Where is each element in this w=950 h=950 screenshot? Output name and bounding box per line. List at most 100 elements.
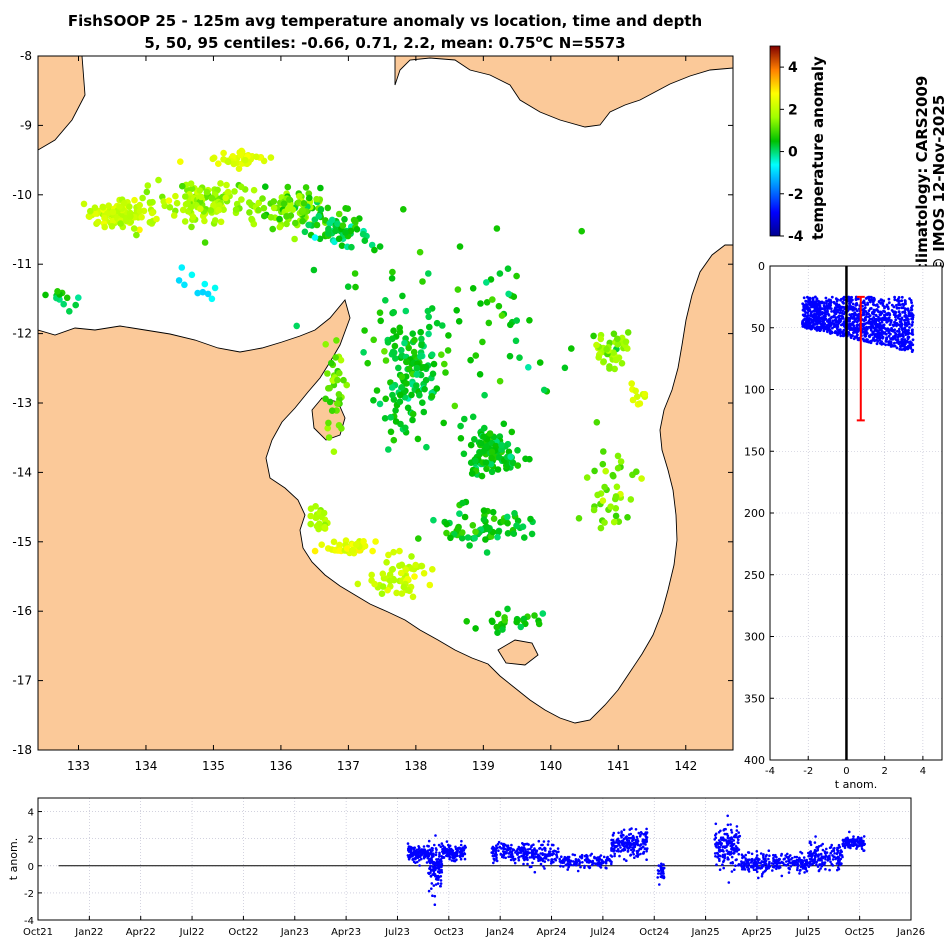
ts-data-point bbox=[562, 865, 565, 868]
ts-data-point bbox=[611, 834, 615, 837]
map-data-point bbox=[136, 226, 143, 234]
ts-data-point bbox=[847, 841, 850, 845]
ts-data-point bbox=[538, 847, 541, 850]
map-data-point bbox=[499, 626, 506, 633]
map-data-point bbox=[381, 415, 389, 422]
map-data-point bbox=[485, 525, 493, 533]
depth-data-point bbox=[904, 299, 907, 303]
map-data-point bbox=[197, 193, 205, 201]
map-data-point bbox=[398, 346, 405, 354]
ts-data-point bbox=[740, 853, 744, 856]
map-data-point bbox=[335, 235, 343, 243]
depth-data-point bbox=[814, 300, 817, 304]
map-data-point bbox=[343, 381, 351, 389]
ts-data-point bbox=[506, 844, 510, 847]
ts-data-point bbox=[845, 843, 848, 847]
depth-data-point bbox=[824, 296, 828, 300]
map-data-point bbox=[217, 180, 224, 187]
ts-data-point bbox=[746, 861, 750, 864]
map-data-point bbox=[408, 553, 415, 560]
ts-data-point bbox=[807, 865, 811, 868]
ts-data-point bbox=[581, 861, 584, 864]
map-data-point bbox=[628, 380, 635, 387]
colorbar-tick-label: 2 bbox=[788, 102, 798, 118]
map-data-point bbox=[430, 516, 437, 524]
ts-data-point bbox=[855, 839, 858, 843]
ts-data-point bbox=[418, 859, 421, 862]
depth-data-point bbox=[875, 323, 879, 326]
ts-data-point bbox=[768, 854, 771, 857]
ts-data-point bbox=[837, 857, 840, 860]
map-data-point bbox=[521, 534, 528, 541]
map-data-point bbox=[614, 464, 622, 472]
ts-data-point bbox=[450, 859, 454, 862]
ts-data-point bbox=[725, 832, 729, 836]
map-data-point bbox=[447, 534, 454, 542]
map-data-point bbox=[442, 369, 449, 376]
map-data-point bbox=[614, 335, 621, 343]
ts-data-point bbox=[733, 851, 736, 855]
depth-data-point bbox=[869, 325, 872, 329]
map-data-point bbox=[341, 216, 348, 223]
ts-data-point bbox=[801, 861, 805, 864]
ts-data-point bbox=[716, 841, 720, 845]
depth-data-point bbox=[869, 322, 873, 326]
depth-data-point bbox=[884, 332, 888, 336]
map-data-point bbox=[480, 516, 488, 523]
map-data-point bbox=[155, 176, 162, 184]
ts-data-point bbox=[607, 858, 611, 862]
ts-data-point bbox=[721, 863, 724, 866]
ts-data-point bbox=[821, 848, 825, 852]
ts-data-point bbox=[432, 855, 435, 858]
depth-data-point bbox=[834, 303, 838, 307]
ts-data-point bbox=[515, 852, 519, 856]
map-data-point bbox=[459, 529, 466, 536]
depth-ytick-label: 150 bbox=[744, 445, 765, 458]
depth-data-point bbox=[909, 346, 913, 350]
map-data-point bbox=[371, 580, 378, 588]
map-data-point bbox=[306, 194, 313, 202]
map-data-point bbox=[359, 230, 367, 238]
map-ytick-label: -15 bbox=[12, 535, 32, 549]
depth-data-point bbox=[817, 299, 820, 303]
depth-data-point bbox=[911, 338, 915, 342]
map-data-point bbox=[440, 419, 448, 427]
ts-data-point bbox=[639, 852, 642, 856]
map-data-point bbox=[87, 207, 94, 215]
map-data-point bbox=[428, 351, 436, 359]
depth-data-point bbox=[877, 310, 881, 314]
ts-data-point bbox=[752, 868, 756, 871]
ts-xtick-label: Apr22 bbox=[126, 927, 156, 938]
depth-data-point bbox=[836, 323, 840, 326]
depth-data-point bbox=[815, 298, 819, 301]
depth-data-point bbox=[861, 327, 865, 331]
map-data-point bbox=[483, 549, 491, 556]
map-data-point bbox=[526, 317, 533, 324]
ts-data-point bbox=[767, 857, 770, 861]
ts-data-point bbox=[438, 861, 441, 865]
map-data-point bbox=[433, 385, 441, 392]
map-data-point bbox=[94, 218, 102, 226]
ts-data-point bbox=[464, 846, 468, 849]
map-data-point bbox=[393, 589, 400, 597]
ts-data-point bbox=[436, 882, 440, 885]
depth-data-point bbox=[827, 326, 831, 330]
depth-data-point bbox=[813, 327, 817, 331]
map-data-point bbox=[384, 586, 391, 594]
depth-data-point bbox=[806, 314, 810, 317]
ts-data-point bbox=[440, 865, 443, 869]
ts-data-point bbox=[427, 889, 431, 893]
ts-data-point bbox=[612, 850, 615, 853]
depth-data-point bbox=[907, 318, 910, 321]
ts-data-point bbox=[632, 847, 635, 851]
depth-data-point bbox=[865, 325, 868, 329]
ts-data-point bbox=[610, 855, 614, 858]
map-data-point bbox=[208, 295, 216, 303]
ts-data-point bbox=[461, 854, 465, 858]
map-data-point bbox=[488, 468, 496, 476]
depth-data-point bbox=[850, 313, 854, 316]
ts-data-point bbox=[756, 857, 760, 860]
map-data-point bbox=[398, 590, 406, 597]
ts-data-point bbox=[566, 868, 569, 871]
ts-data-point bbox=[462, 849, 466, 852]
